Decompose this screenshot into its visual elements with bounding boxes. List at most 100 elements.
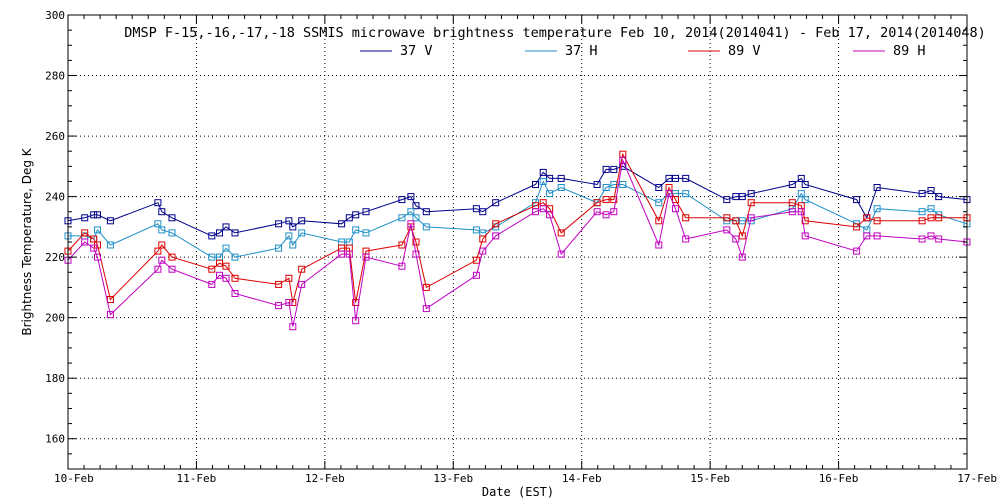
x-tick-label: 13-Feb (433, 472, 473, 485)
data-point (106, 217, 114, 225)
data-point (747, 199, 755, 207)
data-point (158, 256, 166, 264)
data-point (472, 256, 480, 264)
data-point (289, 241, 297, 249)
data-point (216, 229, 223, 237)
data-point (539, 168, 547, 176)
data-point (208, 253, 216, 261)
data-point (873, 232, 881, 240)
y-tick-label: 160 (45, 433, 65, 446)
y-tick-label: 220 (45, 251, 65, 264)
y-tick-label: 280 (45, 70, 65, 83)
data-point (935, 193, 943, 201)
data-point (927, 187, 935, 194)
data-point (873, 184, 881, 191)
data-point (479, 247, 487, 255)
data-point (231, 253, 239, 261)
data-point (655, 199, 663, 207)
data-point (412, 238, 420, 246)
data-point (801, 232, 809, 240)
data-point (398, 214, 406, 222)
data-point (732, 217, 740, 225)
data-point (338, 250, 346, 258)
data-point (853, 196, 861, 204)
data-point (602, 211, 610, 219)
data-point (918, 190, 926, 198)
data-point (723, 226, 731, 234)
legend-label: 89 V (728, 43, 761, 59)
data-point (298, 217, 306, 225)
data-point (94, 211, 101, 219)
data-point (655, 241, 663, 249)
data-point (352, 226, 360, 234)
data-point (732, 235, 740, 243)
data-point (412, 214, 420, 222)
data-point (853, 247, 861, 255)
y-tick-label: 260 (45, 130, 65, 143)
data-point (422, 208, 430, 216)
data-point (168, 265, 176, 273)
data-point (90, 235, 98, 243)
data-point (81, 238, 89, 246)
data-point (797, 190, 805, 198)
data-point (298, 280, 306, 288)
series-line (67, 152, 967, 303)
data-point (801, 196, 809, 204)
legend-label: 37 V (400, 43, 433, 59)
data-point (422, 305, 430, 313)
x-tick-label: 12-Feb (305, 472, 345, 485)
data-point (593, 199, 601, 207)
data-point (407, 208, 415, 216)
data-point (412, 202, 420, 210)
data-point (275, 220, 283, 228)
data-point (682, 214, 690, 222)
data-point (289, 323, 297, 331)
data-point (539, 178, 547, 185)
data-point (557, 250, 565, 258)
data-point (672, 174, 679, 182)
series-line (67, 158, 968, 327)
x-tick-label: 15-Feb (690, 472, 730, 485)
data-point (208, 232, 216, 240)
data-point (532, 181, 539, 188)
data-point (797, 208, 805, 216)
data-point (338, 220, 346, 228)
y-axis-label: Brightness Temperature, Deg K (20, 147, 34, 335)
data-point (682, 235, 690, 243)
data-point (532, 208, 539, 216)
chart-title: DMSP F-15,-16,-17,-18 SSMIS microwave br… (124, 25, 986, 41)
data-point (208, 280, 216, 288)
data-point (723, 196, 731, 204)
data-point (398, 196, 406, 204)
data-point (918, 217, 926, 225)
data-point (298, 229, 306, 237)
data-point (927, 205, 935, 213)
data-point (918, 235, 926, 243)
data-point (863, 214, 871, 222)
data-point (289, 299, 297, 306)
data-point (106, 311, 114, 319)
data-point (873, 217, 881, 225)
data-point (285, 299, 293, 306)
data-point (492, 232, 500, 240)
data-point (788, 199, 796, 207)
data-point (154, 247, 162, 255)
data-point (158, 208, 166, 216)
data-point (298, 265, 306, 273)
legend-label: 89 H (893, 43, 926, 59)
data-point (362, 253, 370, 261)
data-point (285, 232, 293, 240)
data-point (285, 217, 293, 225)
data-point (602, 165, 610, 173)
data-point (412, 250, 420, 258)
y-tick-label: 240 (45, 191, 65, 204)
data-point (222, 223, 230, 231)
x-axis-label: Date (EST) (482, 485, 554, 499)
data-point (801, 181, 809, 188)
data-point (407, 193, 415, 201)
data-point (90, 211, 98, 219)
data-point (90, 244, 98, 252)
series-layer (64, 150, 971, 331)
data-point (593, 208, 601, 216)
data-point (935, 214, 943, 222)
